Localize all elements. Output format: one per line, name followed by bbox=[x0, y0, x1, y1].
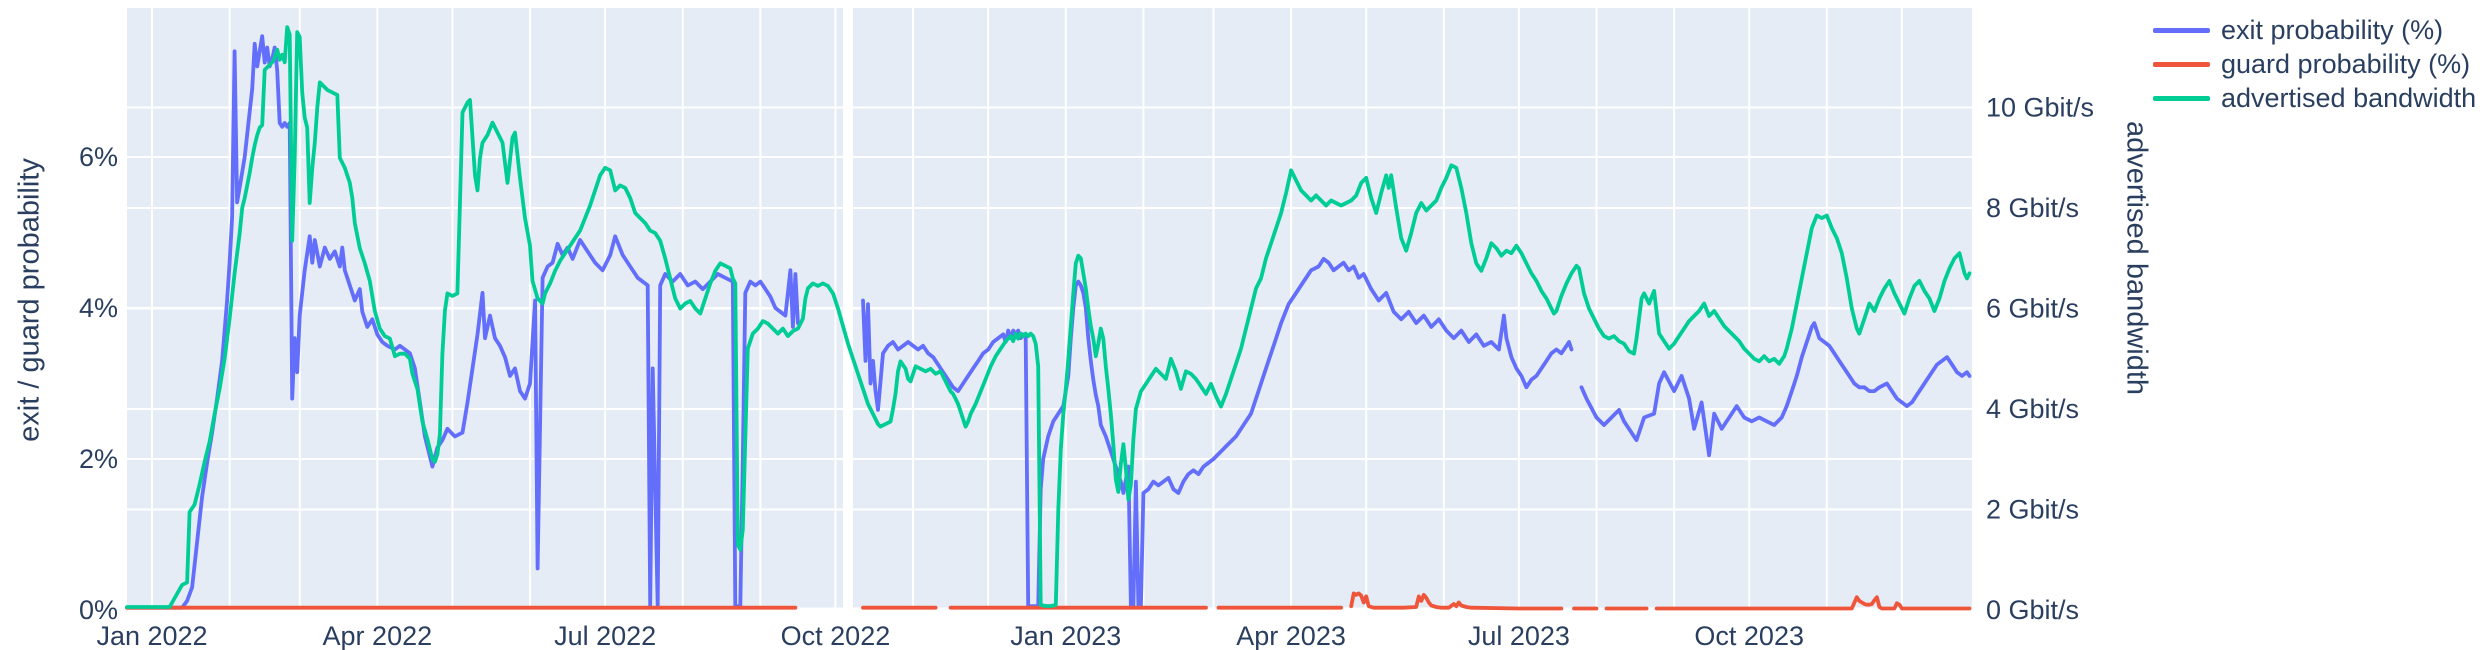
x-tick-label: Oct 2023 bbox=[1694, 621, 1804, 650]
y-left-tick-label: 4% bbox=[79, 293, 118, 323]
y-left-axis-title: exit / guard probability bbox=[13, 158, 46, 442]
y-right-tick-label: 2 Gbit/s bbox=[1986, 495, 2079, 525]
legend-item-exit-probability[interactable]: exit probability (%) bbox=[2153, 13, 2476, 47]
y-left-tick-label: 2% bbox=[79, 444, 118, 474]
exit-line-swatch-icon bbox=[2153, 27, 2210, 33]
legend-item-guard-probability[interactable]: guard probability (%) bbox=[2153, 47, 2476, 81]
y-left-tick-label: 0% bbox=[79, 595, 118, 625]
y-right-tick-label: 4 Gbit/s bbox=[1986, 394, 2079, 424]
legend-label: advertised bandwidth bbox=[2221, 82, 2477, 113]
y-right-tick-label: 0 Gbit/s bbox=[1986, 595, 2079, 625]
legend-label: guard probability (%) bbox=[2221, 48, 2471, 79]
y-right-axis-title: advertised bandwidth bbox=[2120, 120, 2153, 396]
x-tick-label: Jan 2022 bbox=[96, 621, 207, 650]
x-tick-label: Apr 2022 bbox=[323, 621, 433, 650]
x-tick-label: Apr 2023 bbox=[1236, 621, 1346, 650]
x-tick-label: Jan 2023 bbox=[1010, 621, 1121, 650]
series-line-guard[interactable] bbox=[125, 591, 1972, 611]
y-right-tick-label: 6 Gbit/s bbox=[1986, 294, 2079, 324]
y-left-tick-label: 6% bbox=[79, 142, 118, 172]
y-right-tick-label: 8 Gbit/s bbox=[1986, 193, 2079, 223]
legend-label: exit probability (%) bbox=[2221, 14, 2444, 45]
y-right-tick-label: 10 Gbit/s bbox=[1986, 93, 2094, 123]
legend-item-advertised-bandwidth[interactable]: advertised bandwidth bbox=[2153, 81, 2476, 115]
x-tick-label: Jul 2023 bbox=[1468, 621, 1570, 650]
bandwidth-line-swatch-icon bbox=[2153, 95, 2210, 101]
guard-line-swatch-icon bbox=[2153, 61, 2210, 67]
series-line-bandwidth[interactable] bbox=[125, 25, 1972, 609]
legend: exit probability (%) guard probability (… bbox=[2153, 13, 2476, 115]
x-tick-label: Oct 2022 bbox=[781, 621, 891, 650]
x-tick-label: Jul 2022 bbox=[554, 621, 656, 650]
